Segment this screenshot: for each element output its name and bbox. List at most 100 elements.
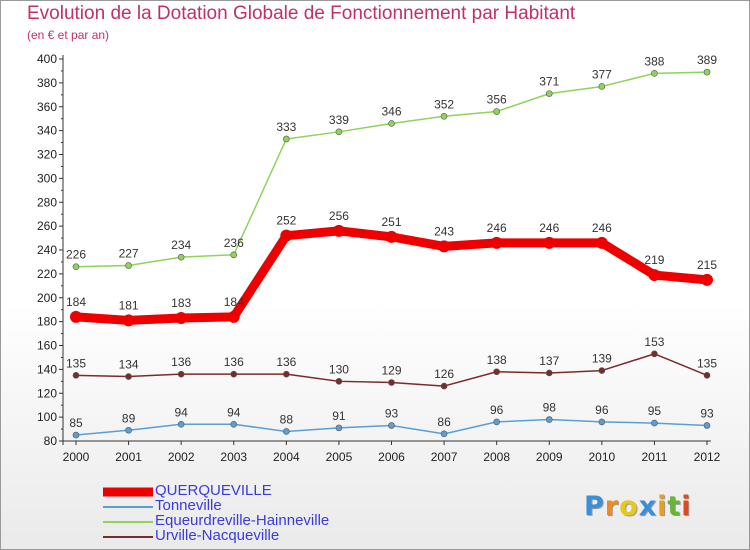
y-tick-label: 320 xyxy=(37,148,57,162)
y-tick-label: 380 xyxy=(37,76,57,90)
data-point xyxy=(280,229,293,242)
data-label: 246 xyxy=(487,221,507,235)
legend-label: QUERQUEVILLE xyxy=(155,482,272,499)
data-label: 134 xyxy=(119,358,139,372)
data-point xyxy=(388,379,395,386)
data-label: 138 xyxy=(487,353,507,367)
data-label: 129 xyxy=(381,364,401,378)
logo-letter: r xyxy=(604,491,620,522)
data-label: 388 xyxy=(644,54,664,68)
data-point xyxy=(283,370,290,378)
data-label: 183 xyxy=(171,296,191,310)
data-labels: 226 227 234 236 333 339 346 352 356 371 377 388 389 1… xyxy=(66,53,717,430)
data-point xyxy=(493,418,500,426)
data-point xyxy=(125,426,132,434)
logo-letter: i xyxy=(657,491,668,522)
y-tick-label: 280 xyxy=(37,195,57,209)
data-point xyxy=(703,422,711,429)
y-tick-label: 100 xyxy=(37,410,57,424)
y-tick-label: 80 xyxy=(44,434,58,448)
legend-swatch xyxy=(103,506,153,508)
series-lines xyxy=(70,68,713,439)
x-tick-label: 2002 xyxy=(168,450,195,464)
logo-letter: t xyxy=(667,491,682,522)
data-point xyxy=(177,370,185,378)
legend-label: Equeurdreville-Hainneville xyxy=(155,512,330,529)
data-label: 252 xyxy=(276,214,296,228)
data-label: 95 xyxy=(648,404,662,418)
data-label: 371 xyxy=(539,75,559,89)
data-label: 126 xyxy=(434,367,454,381)
data-label: 256 xyxy=(329,209,349,223)
x-tick-label: 2003 xyxy=(220,450,247,464)
data-label: 236 xyxy=(224,236,244,250)
x-tick-label: 2010 xyxy=(588,450,615,464)
y-tick-label: 340 xyxy=(37,124,57,138)
data-point xyxy=(440,382,448,390)
y-tick-label: 160 xyxy=(37,339,57,353)
x-tick-label: 2011 xyxy=(642,450,668,464)
data-label: 251 xyxy=(381,215,401,229)
data-label: 136 xyxy=(276,355,296,369)
data-point xyxy=(125,262,132,269)
data-point xyxy=(701,273,713,286)
logo-letter: o xyxy=(619,491,639,522)
data-point xyxy=(493,368,500,376)
data-label: 94 xyxy=(227,405,241,419)
data-point xyxy=(230,370,238,378)
x-tick-label: 2005 xyxy=(326,450,353,464)
data-point xyxy=(70,310,82,323)
data-label: 130 xyxy=(329,362,349,376)
x-tick-label: 2008 xyxy=(483,450,510,464)
data-label: 339 xyxy=(329,113,349,127)
data-label: 88 xyxy=(280,412,294,426)
data-point xyxy=(598,83,606,90)
data-label: 226 xyxy=(66,248,86,262)
data-label: 136 xyxy=(224,355,244,369)
data-point xyxy=(545,369,553,377)
data-label: 153 xyxy=(644,335,664,349)
data-label: 184 xyxy=(66,295,86,309)
chart-title: Evolution de la Dotation Globale de Fonc… xyxy=(27,3,576,24)
data-label: 181 xyxy=(119,298,139,312)
data-label: 219 xyxy=(644,253,664,267)
data-label: 85 xyxy=(69,416,83,430)
x-tick-label: 2007 xyxy=(431,450,458,464)
data-label: 91 xyxy=(332,409,346,423)
data-point xyxy=(72,263,80,271)
legend-swatch xyxy=(103,487,153,497)
data-label: 184 xyxy=(224,295,244,309)
data-point xyxy=(440,430,448,438)
data-point xyxy=(490,236,503,249)
legend-swatch xyxy=(103,536,153,538)
data-point xyxy=(283,428,290,435)
data-label: 96 xyxy=(595,403,609,417)
data-label: 227 xyxy=(119,247,139,261)
data-point xyxy=(230,420,238,428)
y-tick-label: 140 xyxy=(37,362,57,376)
data-point xyxy=(388,120,395,127)
data-point xyxy=(703,68,711,76)
data-label: 93 xyxy=(700,406,714,420)
data-point xyxy=(598,367,606,374)
data-point xyxy=(177,253,185,261)
data-point xyxy=(388,422,395,429)
y-tick-label: 220 xyxy=(37,267,57,281)
legend-label: Tonneville xyxy=(155,497,222,514)
data-label: 96 xyxy=(490,403,504,417)
y-tick-label: 180 xyxy=(37,315,57,329)
data-point xyxy=(598,418,606,426)
data-point xyxy=(545,416,553,423)
x-tick-label: 2012 xyxy=(694,450,721,464)
y-tick-label: 240 xyxy=(37,243,57,257)
data-label: 135 xyxy=(697,356,717,370)
data-point xyxy=(177,420,185,428)
data-label: 352 xyxy=(434,97,454,111)
data-point xyxy=(335,378,343,385)
x-tick-label: 2004 xyxy=(273,450,300,464)
data-label: 234 xyxy=(171,238,191,252)
data-label: 243 xyxy=(434,224,454,238)
data-label: 377 xyxy=(592,67,612,81)
data-point xyxy=(230,251,238,259)
